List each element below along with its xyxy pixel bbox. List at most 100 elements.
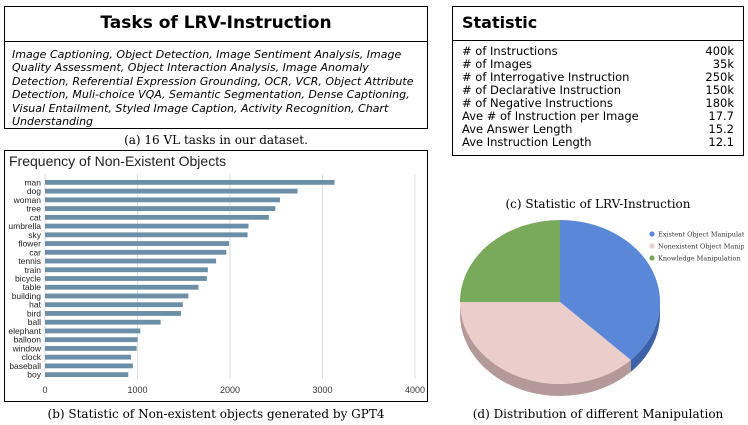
bar-balloon <box>45 337 138 343</box>
bar-hat <box>45 302 183 308</box>
y-tick-label: bird <box>27 308 41 318</box>
bar-bird <box>45 311 181 316</box>
stat-value: 17.7 <box>708 109 734 123</box>
statistic-divider <box>453 40 743 41</box>
stat-label: Ave Answer Length <box>462 122 573 136</box>
legend-label: Existent Object Manipulation <box>658 231 744 239</box>
stat-label: # of Interrogative Instruction <box>462 70 630 84</box>
y-tick-label: car <box>29 247 41 257</box>
pie-side-1 <box>460 302 631 396</box>
y-tick-label: cat <box>30 212 42 222</box>
stat-row: # of Negative Instructions 180k <box>462 97 734 110</box>
bar-window <box>45 346 137 351</box>
bar-cat <box>45 214 269 220</box>
statistic-panel: Statistic # of Instructions 400k # of Imag… <box>452 6 744 156</box>
y-tick-label: man <box>24 177 41 187</box>
y-tick-label: dog <box>27 186 41 196</box>
stat-row: # of Interrogative Instruction 250k <box>462 71 734 84</box>
stat-value: 12.1 <box>708 135 734 149</box>
stat-row: # of Images 35k <box>462 58 734 71</box>
stat-value: 150k <box>705 83 734 97</box>
bar-clock <box>45 354 132 360</box>
x-tick-label: 4000 <box>405 385 425 395</box>
frequency-chart-panel: Frequency of Non-Existent Objects 0 1000 20… <box>4 150 428 402</box>
y-tick-label: hat <box>29 300 41 310</box>
bar-man <box>45 179 335 185</box>
bar-elephant <box>45 328 141 334</box>
stat-row: # of Declarative Instruction 150k <box>462 84 734 97</box>
stat-row: Ave Instruction Length 12.1 <box>462 136 734 149</box>
y-tick-label: tree <box>26 204 41 214</box>
bar-tree <box>45 206 276 211</box>
legend-marker <box>649 255 655 261</box>
x-tick-label: 1000 <box>127 385 147 395</box>
y-tick-label: flower <box>18 239 41 249</box>
legend-label: Nonexistent Object Manipulation <box>658 243 744 251</box>
y-tick-label: table <box>23 282 42 292</box>
y-tick-label: baseball <box>9 361 41 371</box>
caption-c: (c) Statistic of LRV-Instruction <box>505 197 691 211</box>
bar-flower <box>45 241 230 246</box>
bar-train <box>45 267 208 273</box>
bar-bicycle <box>45 276 207 281</box>
statistic-title: Statistic <box>462 13 538 32</box>
bar-building <box>45 293 189 299</box>
y-tick-label: balloon <box>14 335 42 345</box>
stat-value: 180k <box>705 96 734 110</box>
y-tick-label: umbrella <box>8 221 41 231</box>
legend-marker <box>649 243 655 249</box>
stat-label: # of Instructions <box>462 44 558 58</box>
stat-value: 250k <box>705 70 734 84</box>
bar-table <box>45 284 199 290</box>
stat-row: Ave # of Instruction per Image 17.7 <box>462 110 734 123</box>
bar-umbrella <box>45 223 249 229</box>
y-tick-label: train <box>24 265 41 275</box>
caption-a: (a) 16 VL tasks in our dataset. <box>124 133 308 147</box>
legend-label: Knowledge Manipulation <box>658 255 741 263</box>
x-tick-label: 2000 <box>220 385 240 395</box>
bar-car <box>45 249 227 255</box>
bar-dog <box>45 188 298 194</box>
frequency-bar-chart: Frequency of Non-Existent Objects 0 1000 20… <box>8 153 425 395</box>
tasks-title: Tasks of LRV-Instruction <box>100 13 332 33</box>
tasks-list-text: Image Captioning, Object Detection, Imag… <box>12 48 414 129</box>
y-tick-label: tennis <box>18 256 41 266</box>
y-tick-label: clock <box>22 352 42 362</box>
stat-row: # of Instructions 400k <box>462 45 734 58</box>
chart-title: Frequency of Non-Existent Objects <box>9 153 226 169</box>
pie-side-0 <box>630 302 660 372</box>
tasks-panel: Tasks of LRV-Instruction Image Captionin… <box>4 6 428 129</box>
bar-baseball <box>45 363 133 369</box>
manipulation-pie-chart: Existent Object Manipulation Nonexistent … <box>460 220 744 396</box>
y-tick-label: bicycle <box>15 274 41 284</box>
y-tick-label: ball <box>28 317 41 327</box>
bar-tennis <box>45 258 217 264</box>
stat-value: 35k <box>712 57 734 71</box>
x-tick-label: 0 <box>42 385 47 395</box>
stat-value: 15.2 <box>708 122 734 136</box>
y-tick-label: boy <box>27 370 41 380</box>
y-tick-label: sky <box>28 230 42 240</box>
bar-sky <box>45 232 248 238</box>
stat-value: 400k <box>705 44 734 58</box>
stat-label: # of Images <box>462 57 533 71</box>
tasks-divider <box>5 41 427 42</box>
statistic-table: # of Instructions 400k # of Images 35k # of … <box>462 45 734 149</box>
stat-label: # of Declarative Instruction <box>462 83 622 97</box>
pie-slice-0 <box>560 220 660 360</box>
bar-boy <box>45 372 129 378</box>
y-tick-label: window <box>12 343 42 353</box>
stat-label: # of Negative Instructions <box>462 96 613 110</box>
caption-b: (b) Statistic of Non-existent objects ge… <box>47 407 385 421</box>
pie-slice-1 <box>460 302 631 384</box>
stat-label: Ave # of Instruction per Image <box>462 109 639 123</box>
stat-row: Ave Answer Length 15.2 <box>462 123 734 136</box>
stat-label: Ave Instruction Length <box>462 135 592 149</box>
bar-ball <box>45 319 161 325</box>
legend-marker <box>649 231 655 237</box>
y-tick-label: building <box>12 291 42 301</box>
bar-woman <box>45 197 280 203</box>
caption-d: (d) Distribution of different Manipulati… <box>472 407 724 421</box>
x-tick-label: 3000 <box>312 385 332 395</box>
y-tick-label: woman <box>13 195 42 205</box>
